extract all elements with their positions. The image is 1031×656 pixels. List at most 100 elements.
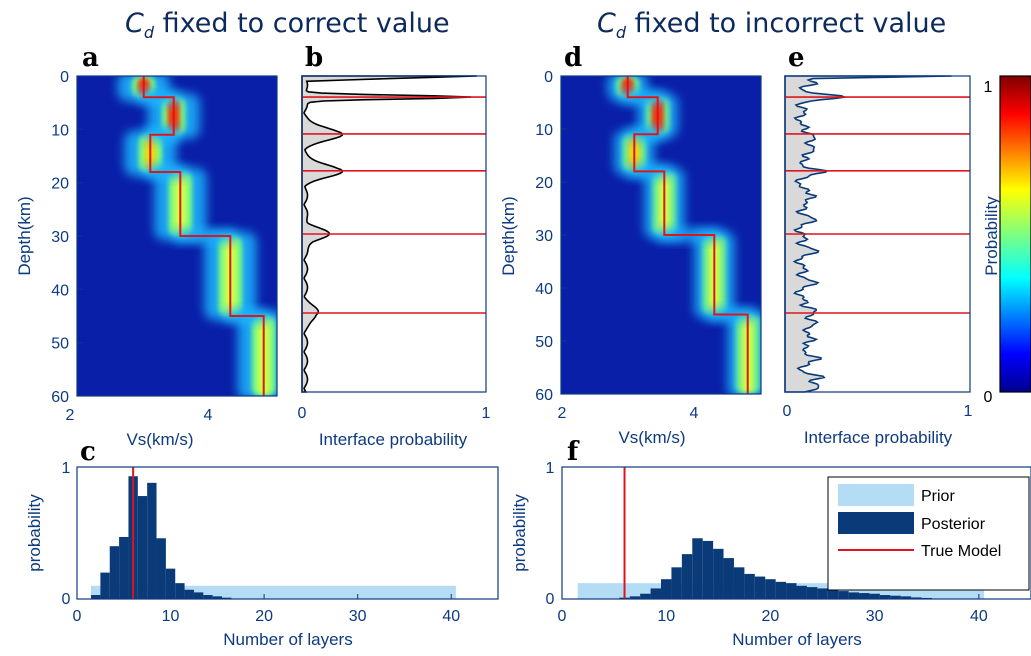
posterior-bar (848, 592, 860, 599)
xtick-label: 30 (349, 608, 367, 625)
colorbar: 1 0 Probability (982, 75, 1031, 406)
posterior-bar (222, 597, 232, 599)
posterior-bar (911, 597, 922, 599)
legend-prior-label: Prior (921, 488, 955, 505)
posterior-bar (91, 595, 101, 599)
posterior-bar (147, 482, 157, 599)
posterior-bar (175, 583, 185, 599)
title-left: Cd fixed to correct value (125, 8, 450, 42)
posterior-bar (212, 596, 223, 599)
panel-letter-b: b (305, 43, 323, 73)
xtick-label: 10 (657, 608, 675, 625)
panel-e-interface: 0 1 Interface probability (783, 75, 973, 447)
xtick-d-0: 2 (558, 405, 567, 422)
frame-f (561, 466, 1031, 600)
xtick-label: 10 (162, 608, 180, 625)
posterior-bar (109, 546, 120, 599)
legend-posterior-swatch (838, 512, 914, 534)
panel-d-heatmap: 0 10 20 30 40 50 60 2 4 Vs(km/s) Depth(km) (499, 69, 762, 447)
interface-markers-b (302, 96, 486, 314)
posterior-bar (681, 554, 693, 599)
panel-letter-e: e (788, 43, 805, 73)
xlabel-f: Number of layers (732, 630, 861, 649)
posterior-bar (723, 558, 734, 599)
ytick-label: 60 (51, 389, 69, 406)
xtick-label: 40 (442, 608, 460, 625)
bars-c (91, 467, 456, 599)
ytick-label: 50 (535, 334, 553, 351)
colorbar-gradient (999, 75, 1031, 393)
posterior-bar (890, 595, 901, 599)
colorbar-min: 0 (984, 389, 993, 406)
xtick-d-1: 4 (690, 405, 699, 422)
posterior-bar (629, 596, 641, 599)
ytick-c-0: 0 (62, 591, 71, 608)
frame-c (76, 466, 499, 600)
posterior-bar (702, 540, 714, 599)
ytick-label: 30 (535, 228, 553, 245)
xtick-label: 0 (558, 608, 567, 625)
xtick-label: 20 (762, 608, 780, 625)
yticks-a: 0 10 20 30 40 50 60 (51, 69, 83, 406)
posterior-bar (137, 496, 148, 599)
xtick-a-0: 2 (66, 407, 75, 424)
legend-posterior-label: Posterior (921, 516, 986, 533)
ylabel-d: Depth(km) (499, 196, 518, 275)
xtick-label: 40 (970, 608, 988, 625)
ticks-f: 0 10 20 30 40 (558, 594, 988, 625)
xtick-b-1: 1 (482, 405, 491, 422)
posterior-bar (754, 576, 766, 599)
panel-f-histogram: 0 10 20 30 40 1 0 Number of layers probabili… (510, 460, 1031, 649)
panel-letter-a: a (82, 43, 99, 73)
frame-e (784, 75, 971, 393)
posterior-bar (193, 592, 204, 599)
xtick-label: 20 (255, 608, 273, 625)
posterior-bar (650, 588, 662, 599)
posterior-bar (119, 536, 129, 599)
true-model-line-a (142, 76, 265, 396)
posterior-bar (859, 593, 870, 599)
ticks-c: 0 10 20 30 40 (73, 594, 460, 625)
true-model-line-d (626, 76, 749, 394)
ytick-f-1: 1 (546, 460, 555, 477)
xlabel-d: Vs(km/s) (618, 428, 685, 447)
ytick-label: 30 (51, 229, 69, 246)
posterior-bar (640, 593, 651, 599)
posterior-bar (806, 587, 818, 599)
colorbar-label: Probability (982, 196, 1001, 276)
xtick-a-1: 4 (204, 407, 213, 424)
ylabel-c: probability (25, 494, 44, 572)
ytick-f-0: 0 (546, 591, 555, 608)
colorbar-max: 1 (984, 79, 993, 96)
frame-b (301, 75, 487, 393)
posterior-bar (203, 595, 213, 599)
posterior-bar (100, 572, 110, 599)
panel-c-histogram: 0 10 20 30 40 1 0 Number of layers probabili… (25, 460, 499, 649)
posterior-bar (879, 595, 891, 599)
ytick-label: 0 (60, 69, 69, 86)
xtick-b-0: 0 (298, 405, 307, 422)
xtick-label: 0 (73, 608, 82, 625)
xtick-e-1: 1 (964, 403, 973, 420)
ytick-label: 40 (535, 281, 553, 298)
interface-markers-e (785, 96, 970, 314)
title-right: Cd fixed to incorrect value (597, 8, 946, 42)
xlabel-e: Interface probability (804, 428, 953, 447)
xlabel-b: Interface probability (319, 430, 468, 449)
ytick-label: 40 (51, 282, 69, 299)
ytick-label: 10 (535, 122, 553, 139)
legend: Prior Posterior True Model (827, 476, 1030, 591)
ytick-label: 20 (535, 175, 553, 192)
posterior-bar (817, 588, 828, 599)
xlabel-a: Vs(km/s) (126, 430, 193, 449)
posterior-bar (900, 596, 912, 599)
posterior-bar (661, 579, 672, 599)
panel-letter-d: d (564, 43, 582, 73)
ytick-c-1: 1 (62, 460, 71, 477)
posterior-bar (156, 538, 166, 599)
xtick-e-0: 0 (783, 403, 792, 420)
posterior-bar (775, 581, 787, 599)
posterior-bar (733, 567, 745, 599)
posterior-bar (827, 589, 839, 599)
